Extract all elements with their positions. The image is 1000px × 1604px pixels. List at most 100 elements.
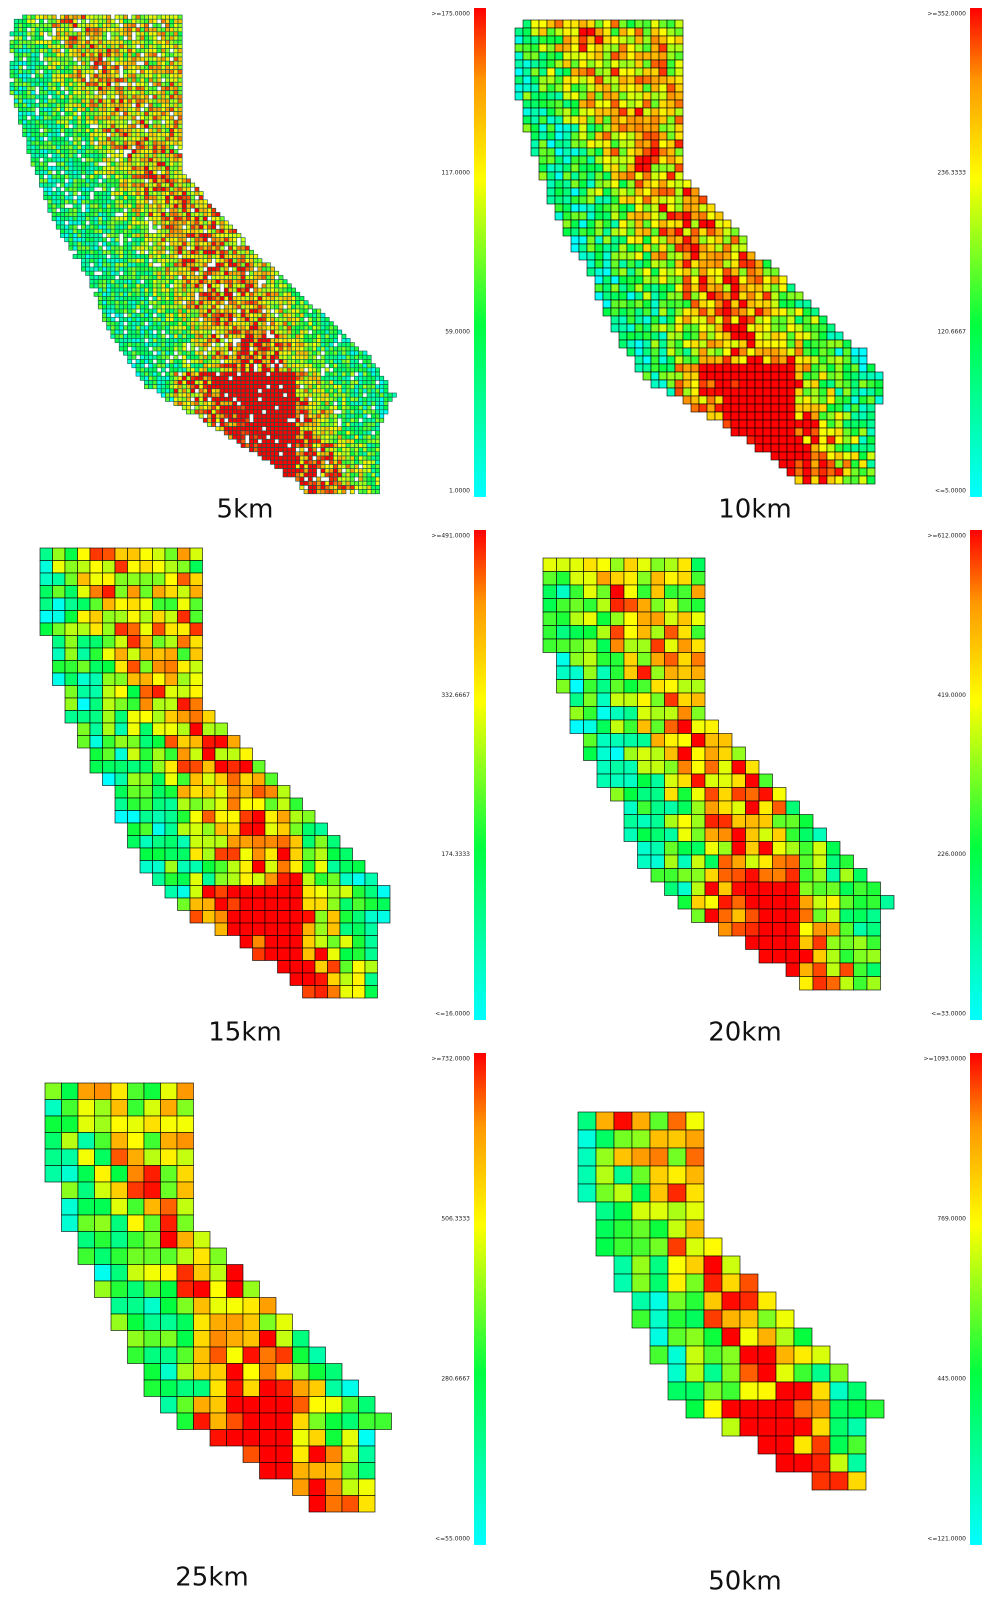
grid-cell <box>102 228 107 234</box>
grid-cell <box>215 233 221 238</box>
grid-cell <box>291 384 296 390</box>
grid-cell <box>177 111 183 117</box>
grid-cell <box>244 371 250 377</box>
grid-cell <box>173 170 179 175</box>
grid-cell <box>30 115 36 121</box>
grid-cell <box>131 300 137 306</box>
grid-cell <box>244 296 250 301</box>
grid-cell <box>118 329 124 335</box>
grid-cell <box>152 333 158 339</box>
grid-cell <box>202 396 208 402</box>
grid-cell <box>265 296 271 301</box>
grid-cell <box>228 329 233 335</box>
grid-cell <box>278 308 284 314</box>
grid-cell <box>110 283 116 289</box>
grid-cell <box>127 128 133 133</box>
grid-cell <box>303 375 309 381</box>
grid-cell <box>530 75 540 85</box>
grid-cell <box>328 325 334 331</box>
grid-cell <box>578 203 588 213</box>
grid-cell <box>106 266 112 272</box>
grid-cell <box>714 227 724 237</box>
grid-cell <box>85 136 91 142</box>
grid-cell <box>207 233 212 238</box>
grid-cell <box>72 86 78 91</box>
grid-cell <box>181 291 187 297</box>
grid-cell <box>299 485 305 490</box>
grid-cell <box>181 354 187 360</box>
grid-cell <box>316 359 322 364</box>
grid-cell <box>586 123 596 133</box>
grid-cell <box>249 342 254 348</box>
grid-cell <box>81 44 86 49</box>
grid-cell <box>261 451 267 457</box>
grid-cell <box>93 228 99 234</box>
grid-cell <box>554 203 564 213</box>
grid-cell <box>546 187 556 197</box>
grid-cell <box>186 325 191 331</box>
grid-cell <box>236 405 242 411</box>
grid-cell <box>173 291 179 297</box>
grid-cell <box>223 350 229 356</box>
grid-cell <box>173 270 179 276</box>
grid-cell <box>244 346 250 352</box>
grid-cell <box>30 119 36 125</box>
grid-cell <box>316 409 322 415</box>
grid-cell <box>173 102 179 108</box>
grid-cell <box>554 51 564 61</box>
grid-cell <box>366 464 372 469</box>
grid-cell <box>345 359 351 364</box>
grid-cell <box>47 77 53 83</box>
grid-cell <box>219 396 225 402</box>
grid-cell <box>345 443 351 448</box>
grid-cell <box>295 464 301 469</box>
grid-cell <box>554 139 564 149</box>
grid-cell <box>337 472 343 478</box>
grid-cell <box>265 422 271 427</box>
grid-cell <box>110 69 116 75</box>
grid-cell <box>181 245 187 251</box>
grid-cell <box>270 384 275 390</box>
grid-cell <box>123 23 128 28</box>
grid-cell <box>97 73 103 79</box>
grid-cell <box>362 489 368 495</box>
grid-cell <box>618 67 628 77</box>
grid-cell <box>123 98 128 104</box>
grid-cell <box>265 392 271 398</box>
grid-cell <box>337 430 343 436</box>
grid-cell <box>123 279 128 285</box>
grid-cell <box>211 279 217 285</box>
grid-cell <box>93 249 99 255</box>
grid-cell <box>106 73 112 79</box>
grid-cell <box>194 333 200 339</box>
grid-cell <box>232 388 238 394</box>
grid-cell <box>198 312 204 318</box>
grid-cell <box>570 147 580 157</box>
grid-cell <box>110 31 116 37</box>
grid-cell <box>358 485 364 490</box>
grid-cell <box>93 128 99 133</box>
grid-cell <box>594 83 604 93</box>
grid-cell <box>366 401 372 406</box>
grid-cell <box>177 128 183 133</box>
grid-cell <box>349 430 355 436</box>
grid-cell <box>223 312 229 318</box>
grid-cell <box>223 279 229 285</box>
grid-cell <box>312 472 317 478</box>
grid-cell <box>278 375 284 381</box>
grid-cell <box>257 300 263 306</box>
grid-cell <box>211 254 217 259</box>
grid-cell <box>148 325 154 331</box>
grid-cell <box>148 329 154 335</box>
grid-cell <box>85 262 91 268</box>
grid-cell <box>236 367 242 373</box>
grid-cell <box>89 119 95 125</box>
grid-cell <box>186 275 191 280</box>
grid-cell <box>144 149 149 154</box>
grid-cell <box>538 19 548 29</box>
grid-cell <box>307 417 313 423</box>
grid-cell <box>173 401 179 406</box>
grid-cell <box>169 291 175 297</box>
grid-cell <box>169 224 175 230</box>
grid-cell <box>349 388 355 394</box>
